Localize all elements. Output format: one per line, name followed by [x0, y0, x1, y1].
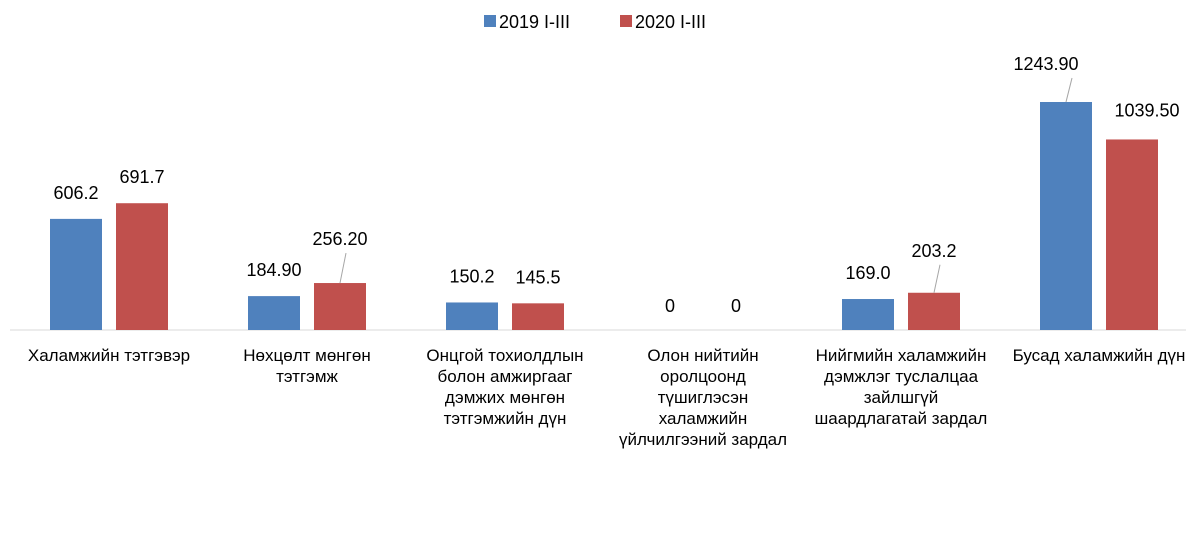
data-label: 606.2	[53, 183, 98, 203]
data-label: 0	[731, 296, 741, 316]
leader-line	[339, 252, 347, 284]
bar	[512, 303, 564, 330]
data-label: 1039.50	[1114, 100, 1179, 120]
data-label: 150.2	[449, 266, 494, 286]
data-label: 203.2	[911, 241, 956, 261]
x-tick-label: Бусад халамжийн дүн	[1012, 346, 1186, 365]
x-tick-label: Онцгой тохиолдлын болон амжиргааг дэмжих…	[426, 346, 584, 428]
bar	[446, 302, 498, 330]
leader-line	[933, 264, 941, 293]
x-tick-label: Нийгмийн халамжийн дэмжлэг туслалцаа зай…	[814, 346, 988, 428]
leader-line	[1065, 77, 1073, 103]
bar	[908, 292, 960, 330]
x-tick-label: Олон нийтийн оролцоонд түшиглэсэн халамж…	[618, 346, 788, 449]
bar	[50, 218, 102, 330]
bar	[314, 283, 366, 330]
bar	[1106, 139, 1158, 330]
bar	[1040, 102, 1092, 330]
data-label: 169.0	[845, 263, 890, 283]
x-tick-label: Нөхцөлт мөнгөн тэтгэмж	[243, 346, 371, 386]
data-label: 145.5	[515, 267, 560, 287]
legend-swatch	[484, 15, 496, 27]
bar	[116, 203, 168, 330]
bar	[842, 299, 894, 330]
data-label: 184.90	[246, 260, 301, 280]
data-label: 256.20	[312, 229, 367, 249]
legend-label: 2020 I-III	[635, 12, 706, 32]
legend-label: 2019 I-III	[499, 12, 570, 32]
data-label: 1243.90	[1013, 54, 1078, 74]
data-label: 691.7	[119, 167, 164, 187]
data-label: 0	[665, 296, 675, 316]
bar	[248, 296, 300, 330]
x-tick-label: Халамжийн тэтгэвэр	[27, 346, 191, 365]
legend-swatch	[620, 15, 632, 27]
